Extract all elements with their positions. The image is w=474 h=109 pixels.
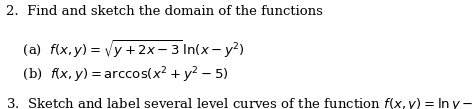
Text: (b)  $f(x, y) = \arccos(x^2 + y^2 - 5)$: (b) $f(x, y) = \arccos(x^2 + y^2 - 5)$ [6,65,228,85]
Text: 2.  Find and sketch the domain of the functions: 2. Find and sketch the domain of the fun… [6,5,323,18]
Text: 3.  Sketch and label several level curves of the function $f(x, y) = \ln y - x$.: 3. Sketch and label several level curves… [6,96,474,109]
Text: (a)  $f(x, y) = \sqrt{y + 2x - 3}\,\ln(x - y^2)$: (a) $f(x, y) = \sqrt{y + 2x - 3}\,\ln(x … [6,38,245,60]
